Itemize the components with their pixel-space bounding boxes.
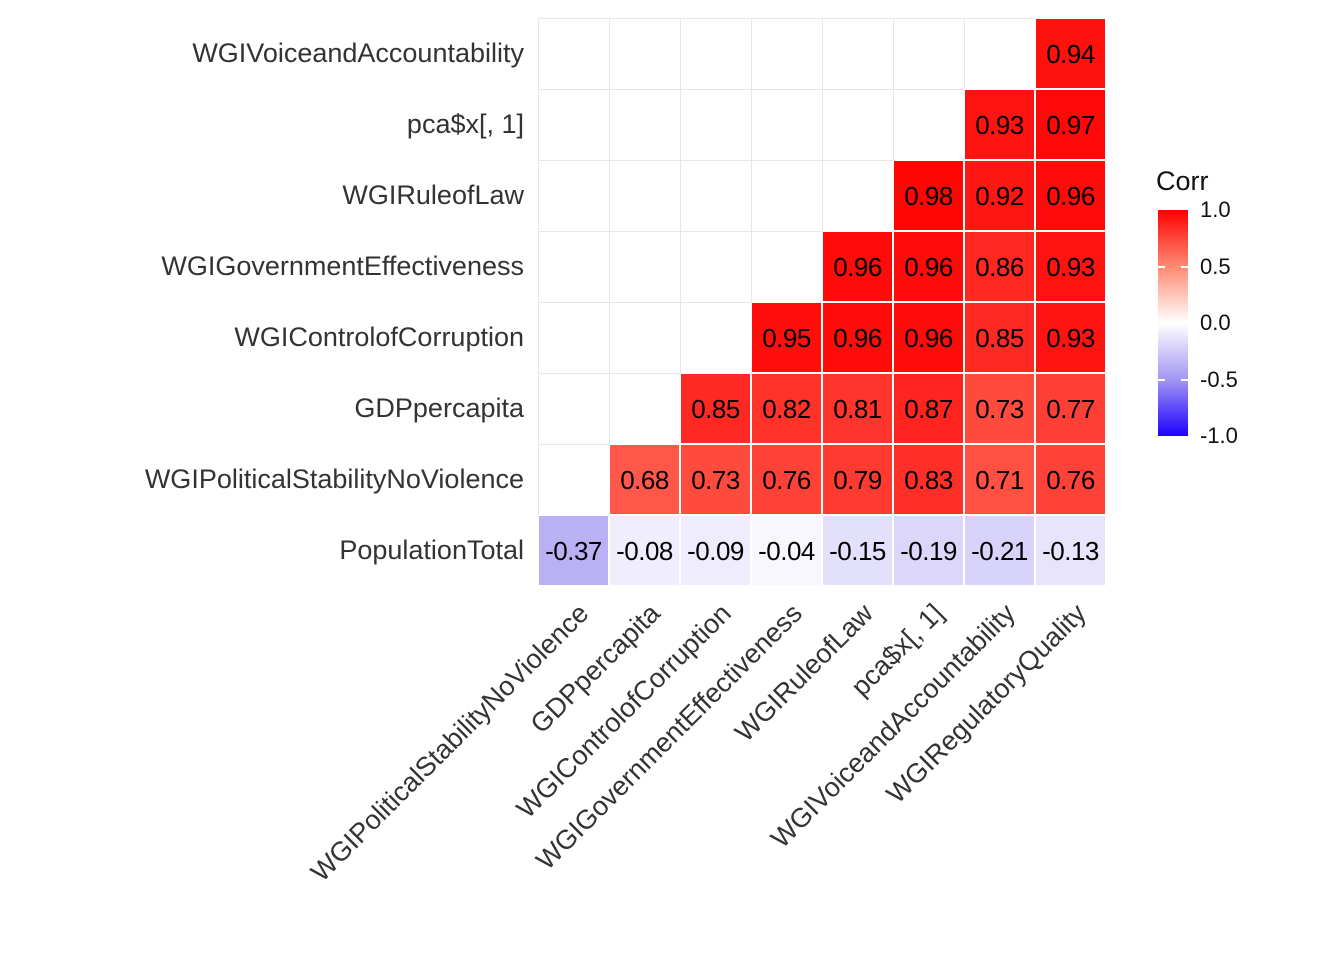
heatmap-cell: 0.86 (964, 231, 1035, 302)
heatmap-cell: 0.77 (1035, 373, 1106, 444)
legend-gradient-bar (1158, 210, 1188, 436)
heatmap-cell: 0.92 (964, 160, 1035, 231)
heatmap-cell: 0.68 (609, 444, 680, 515)
heatmap-cell: 0.79 (822, 444, 893, 515)
heatmap-cell: -0.08 (609, 515, 680, 586)
heatmap-cell: 0.76 (751, 444, 822, 515)
heatmap-cell: -0.04 (751, 515, 822, 586)
legend: Corr 1.0 0.5 0.0 -0.5 -1.0 (1156, 166, 1344, 466)
heatmap-cell: 0.83 (893, 444, 964, 515)
heatmap-cell: 0.87 (893, 373, 964, 444)
heatmap-cell: 0.81 (822, 373, 893, 444)
heatmap-cell: 0.76 (1035, 444, 1106, 515)
heatmap-cell: -0.19 (893, 515, 964, 586)
heatmap-cell: 0.96 (822, 231, 893, 302)
y-axis-label: WGIGovernmentEffectiveness (161, 251, 524, 281)
heatmap-cell: 0.98 (893, 160, 964, 231)
legend-tick-label: -0.5 (1200, 366, 1238, 392)
heatmap-cell: -0.37 (538, 515, 609, 586)
heatmap-cell: -0.13 (1035, 515, 1106, 586)
heatmap-cell: -0.21 (964, 515, 1035, 586)
y-axis-label: pca$x[, 1] (406, 109, 524, 139)
heatmap-cell: 0.85 (964, 302, 1035, 373)
heatmap-cell: 0.97 (1035, 89, 1106, 160)
legend-tick-mark (1181, 322, 1188, 324)
heatmap-cell: -0.09 (680, 515, 751, 586)
y-axis-label: WGIRuleofLaw (342, 180, 524, 210)
heatmap-cell: 0.93 (964, 89, 1035, 160)
heatmap-cell: 0.96 (893, 302, 964, 373)
heatmap-cell: 0.93 (1035, 302, 1106, 373)
y-axis-label: WGIControlofCorruption (234, 322, 524, 352)
legend-tick-label: 0.5 (1200, 253, 1231, 279)
legend-tick-mark (1158, 322, 1165, 324)
heatmap-cell: 0.95 (751, 302, 822, 373)
y-axis-label: GDPpercapita (354, 393, 524, 423)
heatmap-cell: 0.82 (751, 373, 822, 444)
legend-tick-label: 0.0 (1200, 310, 1231, 335)
legend-tick-label: -1.0 (1200, 423, 1238, 448)
legend-tick-mark (1158, 265, 1165, 268)
legend-tick-mark (1158, 378, 1165, 381)
y-axis-label: WGIPoliticalStabilityNoViolence (144, 464, 524, 494)
heatmap-cell: 0.73 (964, 373, 1035, 444)
heatmap-cell: 0.94 (1035, 18, 1106, 89)
y-axis-label: WGIVoiceandAccountability (192, 38, 524, 68)
heatmap-cell: 0.96 (893, 231, 964, 302)
legend-tick-label: 1.0 (1200, 197, 1231, 222)
heatmap-cell: 0.93 (1035, 231, 1106, 302)
legend-title: Corr (1156, 166, 1209, 196)
legend-tick-mark (1181, 378, 1188, 381)
heatmap-cell: -0.15 (822, 515, 893, 586)
legend-tick-mark (1181, 265, 1188, 268)
heatmap-cell: 0.71 (964, 444, 1035, 515)
heatmap-cell: 0.96 (1035, 160, 1106, 231)
y-axis-label: PopulationTotal (339, 535, 524, 565)
heatmap-cell: 0.73 (680, 444, 751, 515)
plot-panel: 0.94 0.93 0.97 0.98 0.92 0.96 0.96 0.96 0.86 0.93… (538, 18, 1106, 586)
heatmap-cell: 0.85 (680, 373, 751, 444)
heatmap-cell: 0.96 (822, 302, 893, 373)
